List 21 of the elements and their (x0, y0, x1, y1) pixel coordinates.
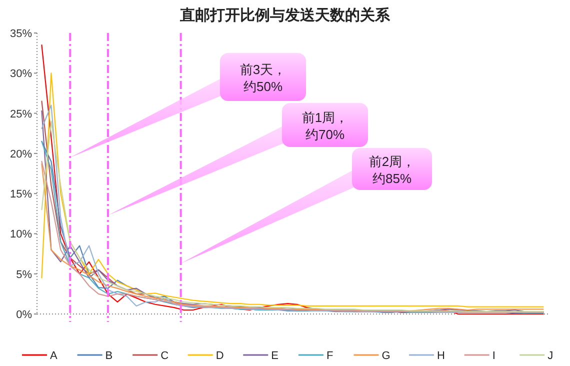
y-tick-label: 35% (10, 28, 32, 40)
legend-label: E (271, 350, 279, 362)
annotation: 前2周，约85% (368, 154, 416, 186)
legend-label: J (548, 350, 554, 362)
legend-label: C (160, 350, 169, 362)
y-tick-label: 15% (10, 188, 32, 201)
y-tick-label: 20% (10, 148, 32, 160)
y-tick-label: 30% (10, 68, 32, 80)
legend-label: B (105, 350, 113, 362)
y-tick-label: 5% (16, 268, 32, 281)
chart-title: 直邮打开比例与发送天数的关系 (179, 7, 391, 24)
y-tick-label: 0% (16, 309, 32, 321)
legend-label: D (216, 350, 224, 362)
legend-label: H (437, 350, 446, 362)
y-tick-label: 25% (10, 108, 32, 120)
legend-label: I (492, 350, 496, 362)
legend-label: F (326, 350, 334, 362)
y-tick-label: 10% (10, 228, 32, 241)
annotation: 前3天，约50% (240, 62, 286, 94)
legend-label: A (50, 350, 58, 362)
legend-label: G (382, 350, 390, 362)
